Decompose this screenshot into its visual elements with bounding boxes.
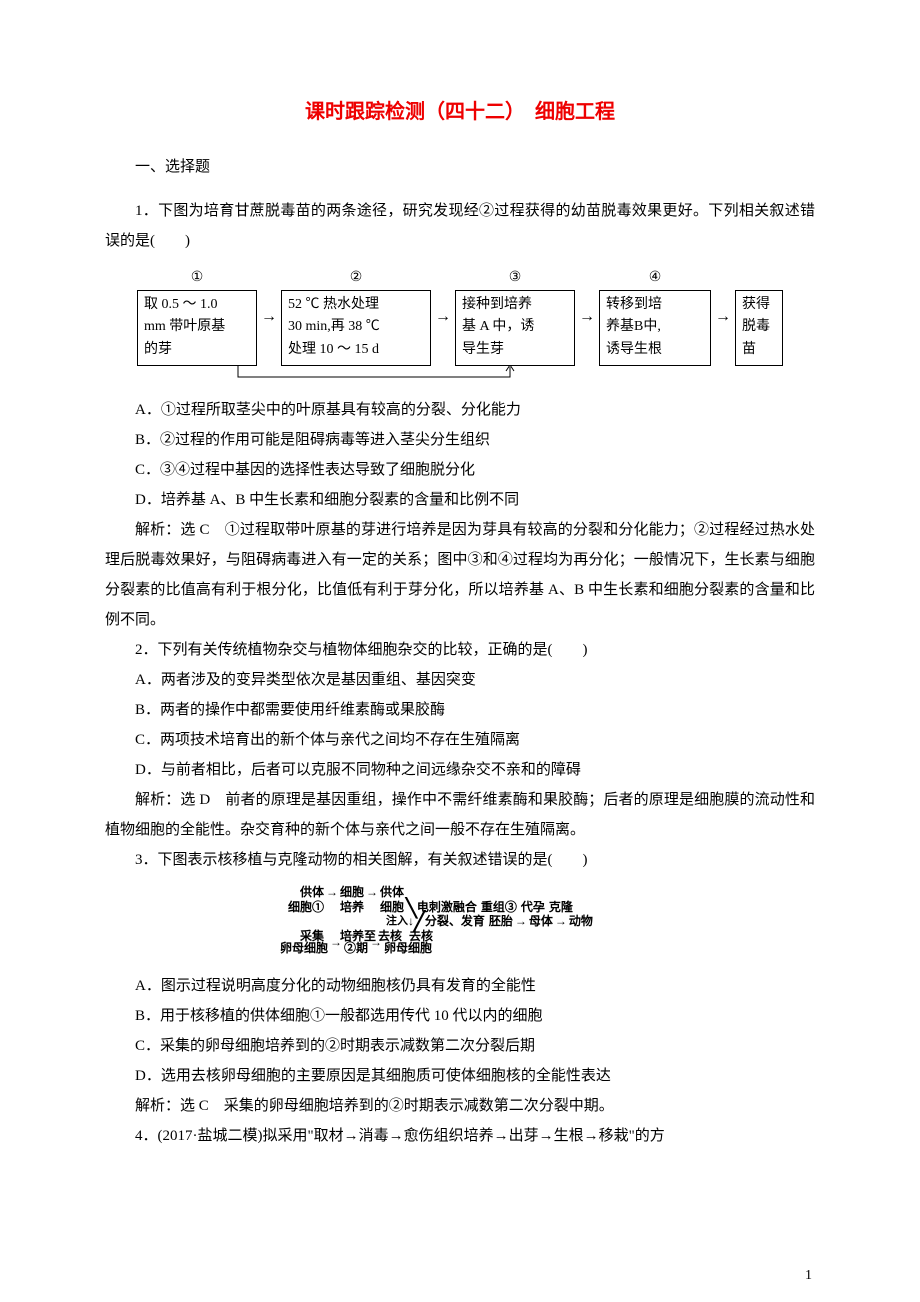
arrow-icon: → (364, 885, 380, 901)
q1-option-b: B．②过程的作用可能是阻碍病毒等进入茎尖分生组织 (105, 425, 815, 455)
q2-stem: 2．下列有关传统植物杂交与植物体细胞杂交的比较，正确的是( ) (105, 635, 815, 665)
d2-label: 细胞 (340, 885, 364, 901)
d2-label: 卵母细胞 (384, 941, 432, 957)
d2-label: ②期 (344, 941, 368, 957)
q1-stem: 1．下图为培育甘蔗脱毒苗的两条途径，研究发现经②过程获得的幼苗脱毒效果更好。下列… (105, 196, 815, 256)
q1-option-d: D．培养基 A、B 中生长素和细胞分裂素的含量和比例不同 (105, 485, 815, 515)
flow-box-2: 52 ℃ 热水处理 30 min,再 38 ℃ 处理 10 ～ 15 d (281, 290, 431, 366)
flow-box-5: 获得 脱毒 苗 (735, 290, 783, 366)
flow-label-2: ② (281, 268, 431, 290)
q2-option-a: A．两者涉及的变异类型依次是基因重组、基因突变 (105, 665, 815, 695)
arrow-icon: → (553, 914, 569, 930)
q1-option-c: C．③④过程中基因的选择性表达导致了细胞脱分化 (105, 455, 815, 485)
d2-label: 卵母细胞 (280, 941, 328, 957)
q2-option-b: B．两者的操作中都需要使用纤维素酶或果胶酶 (105, 695, 815, 725)
q1-option-a: A．①过程所取茎尖中的叶原基具有较高的分裂、分化能力 (105, 395, 815, 425)
flow-label-1: ① (137, 268, 257, 290)
flow-box-1: 取 0.5 ～ 1.0 mm 带叶原基 的芽 (137, 290, 257, 366)
q4-stem: 4．(2017·盐城二模)拟采用"取材→消毒→愈伤组织培养→出芽→生根→移栽"的… (105, 1121, 815, 1151)
q3-option-d: D．选用去核卵母细胞的主要原因是其细胞质可使体细胞核的全能性表达 (105, 1061, 815, 1091)
page: 课时跟踪检测（四十二） 细胞工程 一、选择题 1．下图为培育甘蔗脱毒苗的两条途径… (0, 0, 920, 1302)
section-heading: 一、选择题 (105, 152, 815, 182)
d2-label: 动物 (569, 914, 593, 930)
flow-box-4: 转移到培 养基B中, 诱导生根 (599, 290, 711, 366)
arrow-icon: → (324, 885, 340, 901)
arrow-icon: → (328, 935, 344, 951)
bypass-path (140, 365, 780, 383)
q2-analysis: 解析：选 D 前者的原理是基因重组，操作中不需纤维素酶和果胶酶；后者的原理是细胞… (105, 785, 815, 845)
d2-label: 分裂、发育 (425, 914, 485, 930)
arrow-icon: → (368, 935, 384, 951)
q2-option-c: C．两项技术培育出的新个体与亲代之间均不存在生殖隔离 (105, 725, 815, 755)
flow-arrow: → (711, 279, 735, 355)
arrow-icon: → (513, 914, 529, 930)
flow-arrow: → (575, 279, 599, 355)
page-title: 课时跟踪检测（四十二） 细胞工程 (105, 95, 815, 124)
q1-flowchart: ① 取 0.5 ～ 1.0 mm 带叶原基 的芽 → ② 52 ℃ 热水处理 3… (105, 268, 815, 383)
q3-option-b: B．用于核移植的供体细胞①一般都选用传代 10 代以内的细胞 (105, 1001, 815, 1031)
q3-option-a: A．图示过程说明高度分化的动物细胞核仍具有发育的全能性 (105, 971, 815, 1001)
d2-label: 供体 (380, 885, 404, 901)
d2-label: 供体 (280, 885, 324, 901)
q3-stem: 3．下图表示核移植与克隆动物的相关图解，有关叙述错误的是( ) (105, 845, 815, 875)
q2-option-d: D．与前者相比，后者可以克服不同物种之间远缘杂交不亲和的障碍 (105, 755, 815, 785)
flow-arrow: → (431, 279, 455, 355)
q3-option-c: C．采集的卵母细胞培养到的②时期表示减数第二次分裂后期 (105, 1031, 815, 1061)
d2-label: 母体 (529, 914, 553, 930)
flow-label-4: ④ (599, 268, 711, 290)
d2-label: 注入 (386, 914, 408, 928)
d2-label: 培养 (340, 900, 364, 916)
d2-label: 胚胎 (489, 914, 513, 930)
q3-diagram: 供体 → 细胞 → 供体 细胞① → 培养 → 细胞 ╲ 电刺激融合 重组③ 代… (280, 885, 640, 957)
flow-box-3: 接种到培养 基 A 中，诱 导生芽 (455, 290, 575, 366)
bracket-icon: ╱ (414, 916, 425, 927)
q3-analysis: 解析：选 C 采集的卵母细胞培养到的②时期表示减数第二次分裂中期。 (105, 1091, 815, 1121)
page-number: 1 (805, 1268, 812, 1284)
flow-arrow: → (257, 279, 281, 355)
flow-label-3: ③ (455, 268, 575, 290)
q1-analysis: 解析：选 C ①过程取带叶原基的芽进行培养是因为芽具有较高的分裂和分化能力；②过… (105, 515, 815, 635)
d2-label: 细胞① (280, 900, 324, 916)
